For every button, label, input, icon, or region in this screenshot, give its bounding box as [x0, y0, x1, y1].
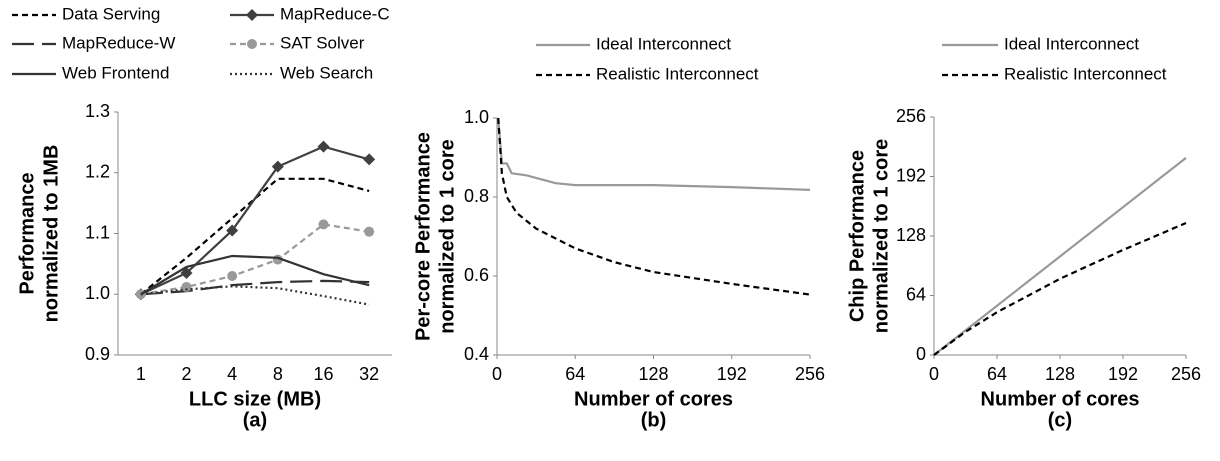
legend-label: Web Search — [280, 63, 373, 82]
y-tick-label: 0.4 — [464, 344, 489, 364]
x-tick-label: 192 — [1108, 364, 1138, 384]
x-tick-label: 256 — [1171, 364, 1201, 384]
y-tick-label: 1.2 — [85, 162, 110, 182]
marker — [271, 160, 284, 173]
x-axis-label: LLC size (MB) — [189, 388, 321, 410]
x-tick-label: 128 — [638, 364, 668, 384]
x-tick-label: 32 — [359, 364, 379, 384]
legend-marker — [246, 9, 258, 21]
series-line — [497, 117, 811, 191]
caption: (a) — [243, 409, 267, 431]
legend-label: MapReduce-W — [62, 33, 175, 52]
series-line — [497, 117, 811, 296]
x-tick-label: 128 — [1045, 364, 1075, 384]
legend-label: SAT Solver — [280, 33, 365, 52]
legend-label: Data Serving — [62, 4, 160, 23]
y-tick-label: 0.8 — [464, 186, 489, 206]
series-line — [140, 285, 370, 306]
x-tick-label: 64 — [987, 364, 1007, 384]
marker — [226, 224, 239, 237]
series-line — [140, 177, 370, 296]
y-tick-label: 192 — [896, 165, 926, 185]
legend-label: Ideal Interconnect — [1004, 34, 1139, 53]
y-tick-label: 0.6 — [464, 265, 489, 285]
x-tick-label: 192 — [717, 364, 747, 384]
x-tick-label: 256 — [795, 364, 825, 384]
legend-label: Web Frontend — [62, 63, 169, 82]
y-axis-label: Per-core Performance — [412, 132, 434, 341]
y-tick-label: 1.1 — [85, 222, 110, 242]
legend-label: Ideal Interconnect — [596, 34, 731, 53]
y-tick-label: 0.9 — [85, 344, 110, 364]
y-tick-label: 256 — [896, 106, 926, 126]
y-axis-label: normalized to 1MB — [40, 145, 62, 323]
y-axis-label: Chip Performance — [846, 150, 868, 322]
series-line — [140, 145, 370, 296]
y-tick-label: 1.3 — [85, 101, 110, 121]
y-axis-label: Performance — [16, 172, 38, 294]
x-tick-label: 8 — [273, 364, 283, 384]
y-tick-label: 1.0 — [464, 107, 489, 127]
series-line — [140, 223, 370, 296]
marker — [363, 153, 376, 166]
series-line — [933, 157, 1187, 356]
y-tick-label: 64 — [906, 284, 926, 304]
caption: (b) — [641, 409, 667, 431]
series-line — [933, 221, 1187, 356]
y-tick-label: 1.0 — [85, 283, 110, 303]
legend-label: MapReduce-C — [280, 4, 390, 23]
legend-label: Realistic Interconnect — [1004, 64, 1167, 83]
y-tick-label: 0 — [916, 344, 926, 364]
marker — [227, 271, 238, 282]
marker — [364, 226, 375, 237]
x-tick-label: 16 — [313, 364, 333, 384]
marker — [317, 140, 330, 153]
x-tick-label: 0 — [929, 364, 939, 384]
marker — [181, 281, 192, 292]
x-tick-label: 1 — [136, 364, 146, 384]
y-axis-label: normalized to 1 core — [870, 139, 892, 334]
x-axis-label: Number of cores — [574, 388, 733, 410]
caption: (c) — [1048, 409, 1072, 431]
x-tick-label: 4 — [227, 364, 237, 384]
y-axis-label: normalized to 1 core — [436, 139, 458, 334]
y-tick-label: 128 — [896, 225, 926, 245]
x-tick-label: 2 — [181, 364, 191, 384]
x-tick-label: 64 — [565, 364, 585, 384]
series-line — [140, 254, 370, 296]
series-line — [140, 279, 370, 296]
x-tick-label: 0 — [492, 364, 502, 384]
marker — [318, 219, 329, 230]
legend-label: Realistic Interconnect — [596, 64, 759, 83]
x-axis-label: Number of cores — [981, 388, 1140, 410]
legend-marker — [247, 39, 257, 49]
